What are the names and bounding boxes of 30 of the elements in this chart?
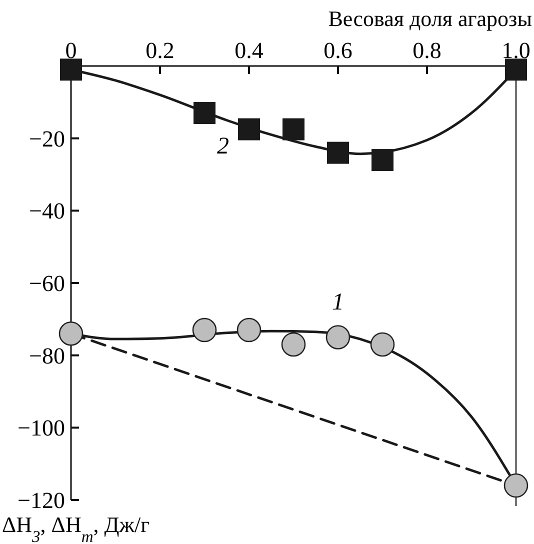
point [194,102,216,124]
x-tick-label: 0.6 [324,38,352,63]
y-tick-label: −100 [18,416,65,441]
series-label: 1 [332,289,344,316]
y-axis-title: ΔH$_{3}$, ΔH$_{m}$, Дж/г [2,512,150,544]
x-axis-title: Весовая доля агарозы [328,6,532,31]
x-tick-label: 1.0 [502,38,530,63]
x-tick-label: 0 [65,38,77,63]
x-tick-label: 0.2 [146,38,174,63]
y-tick-label: −20 [29,126,65,152]
y-tick-label: −120 [18,488,65,513]
point [238,118,260,140]
point [236,318,262,342]
point [281,332,306,357]
point [327,142,349,164]
x-tick-label: 0.4 [234,38,264,63]
point [282,118,304,140]
point [326,325,350,350]
point [372,149,394,172]
point [370,332,395,357]
point [504,473,528,498]
point [192,318,217,342]
series-label: 2 [217,133,229,160]
point [505,58,527,81]
point [58,321,84,346]
point [60,58,82,81]
y-tick-label: −80 [29,343,65,368]
y-tick-label: −40 [29,198,65,224]
x-tick-label: 0.8 [412,38,442,63]
y-tick-label: −60 [29,271,65,296]
